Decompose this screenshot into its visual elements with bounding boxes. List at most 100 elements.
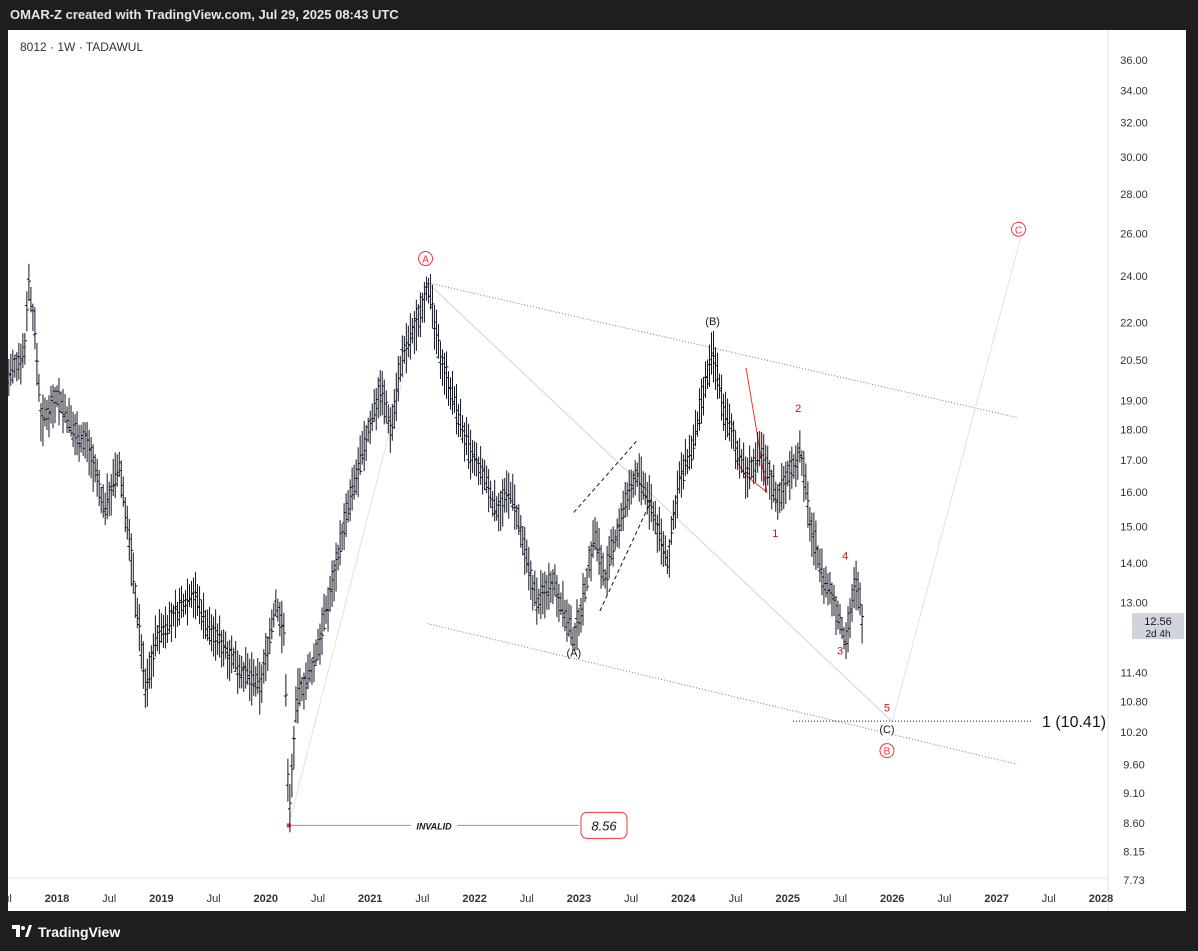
price-bar[interactable] [412,310,417,355]
price-bar[interactable] [364,425,369,461]
price-bar[interactable] [805,481,810,528]
price-bar[interactable] [615,518,620,548]
price-bar[interactable] [540,572,545,615]
price-bar[interactable] [223,631,228,659]
price-bar[interactable] [619,502,624,532]
price-bar[interactable] [815,545,820,569]
wave-1-wedge[interactable] [735,367,768,494]
price-bar[interactable] [593,517,598,551]
price-bar[interactable] [384,390,389,423]
price-bar[interactable] [301,672,306,710]
price-bar[interactable] [500,479,505,527]
price-bar[interactable] [713,347,718,391]
price-bar[interactable] [424,276,429,301]
price-bar[interactable] [707,344,712,387]
a-to-c-line[interactable] [427,282,893,723]
price-bar[interactable] [207,606,212,645]
price-bar[interactable] [817,548,822,583]
price-bar[interactable] [675,470,680,519]
price-bar[interactable] [311,643,316,683]
price-bar[interactable] [693,409,698,447]
price-bar[interactable] [454,384,459,435]
price-bar[interactable] [169,602,174,643]
price-bar[interactable] [534,577,539,625]
price-bar[interactable] [821,567,826,604]
price-bar[interactable] [209,614,214,652]
price-bar[interactable] [725,398,730,438]
price-bar[interactable] [71,411,76,448]
price-bar[interactable] [562,599,567,632]
price-bar[interactable] [444,351,449,399]
price-bar[interactable] [763,444,768,493]
price-bar[interactable] [769,469,774,510]
price-bar[interactable] [165,614,170,643]
price-bar[interactable] [468,429,473,480]
price-bar[interactable] [727,403,732,442]
price-bar[interactable] [840,616,845,639]
price-bar[interactable] [249,652,254,706]
price-bar[interactable] [635,462,640,487]
price-bar[interactable] [426,277,431,304]
price-bar[interactable] [293,686,298,723]
price-bar[interactable] [135,597,140,629]
price-bar[interactable] [117,451,122,478]
price-bar[interactable] [91,444,96,492]
price-bar[interactable] [157,609,162,655]
price-bar[interactable] [691,424,696,460]
price-bar[interactable] [332,559,337,602]
price-bar[interactable] [199,600,204,631]
price-bar[interactable] [625,482,630,517]
price-bar[interactable] [591,520,596,558]
price-bar[interactable] [643,472,648,505]
price-bar[interactable] [789,446,794,489]
price-bar[interactable] [496,492,501,532]
price-bar[interactable] [376,377,381,419]
price-bar[interactable] [581,573,586,626]
price-bar[interactable] [751,448,756,485]
price-bar[interactable] [269,609,274,640]
price-bar[interactable] [69,405,74,437]
price-bar[interactable] [673,495,678,529]
price-bar[interactable] [607,535,612,579]
price-bar[interactable] [502,477,507,513]
price-bar[interactable] [95,458,100,497]
price-bar[interactable] [221,629,226,667]
price-bar[interactable] [528,560,533,600]
price-bar[interactable] [394,372,399,422]
price-bar[interactable] [265,636,270,671]
price-bar[interactable] [368,410,373,445]
price-bar[interactable] [739,449,744,474]
price-bar[interactable] [572,622,577,651]
price-bar[interactable] [436,323,441,359]
price-bar[interactable] [858,582,863,616]
price-bar[interactable] [147,651,152,689]
price-bar[interactable] [677,461,682,494]
price-bar[interactable] [829,582,834,617]
price-bar[interactable] [291,726,296,769]
price-bar[interactable] [795,442,800,480]
price-bar[interactable] [456,404,461,438]
price-bar[interactable] [711,330,716,383]
price-bar[interactable] [305,654,310,690]
price-bar[interactable] [378,370,383,417]
price-bar[interactable] [12,354,17,378]
price-bar[interactable] [723,391,728,441]
price-bar[interactable] [318,623,323,665]
price-bar[interactable] [667,538,672,578]
price-bar[interactable] [334,542,339,592]
price-bar[interactable] [408,313,413,360]
price-bar[interactable] [32,307,37,350]
price-bar[interactable] [34,342,39,386]
price-bar[interactable] [532,570,537,607]
price-bar[interactable] [400,335,405,377]
price-bar[interactable] [48,385,53,424]
price-bar[interactable] [482,459,487,491]
price-bar[interactable] [115,454,120,487]
price-bar[interactable] [374,388,379,431]
price-bar[interactable] [583,577,588,603]
price-bar[interactable] [548,571,553,603]
price-bar[interactable] [362,420,367,472]
price-bar[interactable] [773,481,778,512]
price-bar[interactable] [665,549,670,575]
price-bar[interactable] [245,653,250,685]
